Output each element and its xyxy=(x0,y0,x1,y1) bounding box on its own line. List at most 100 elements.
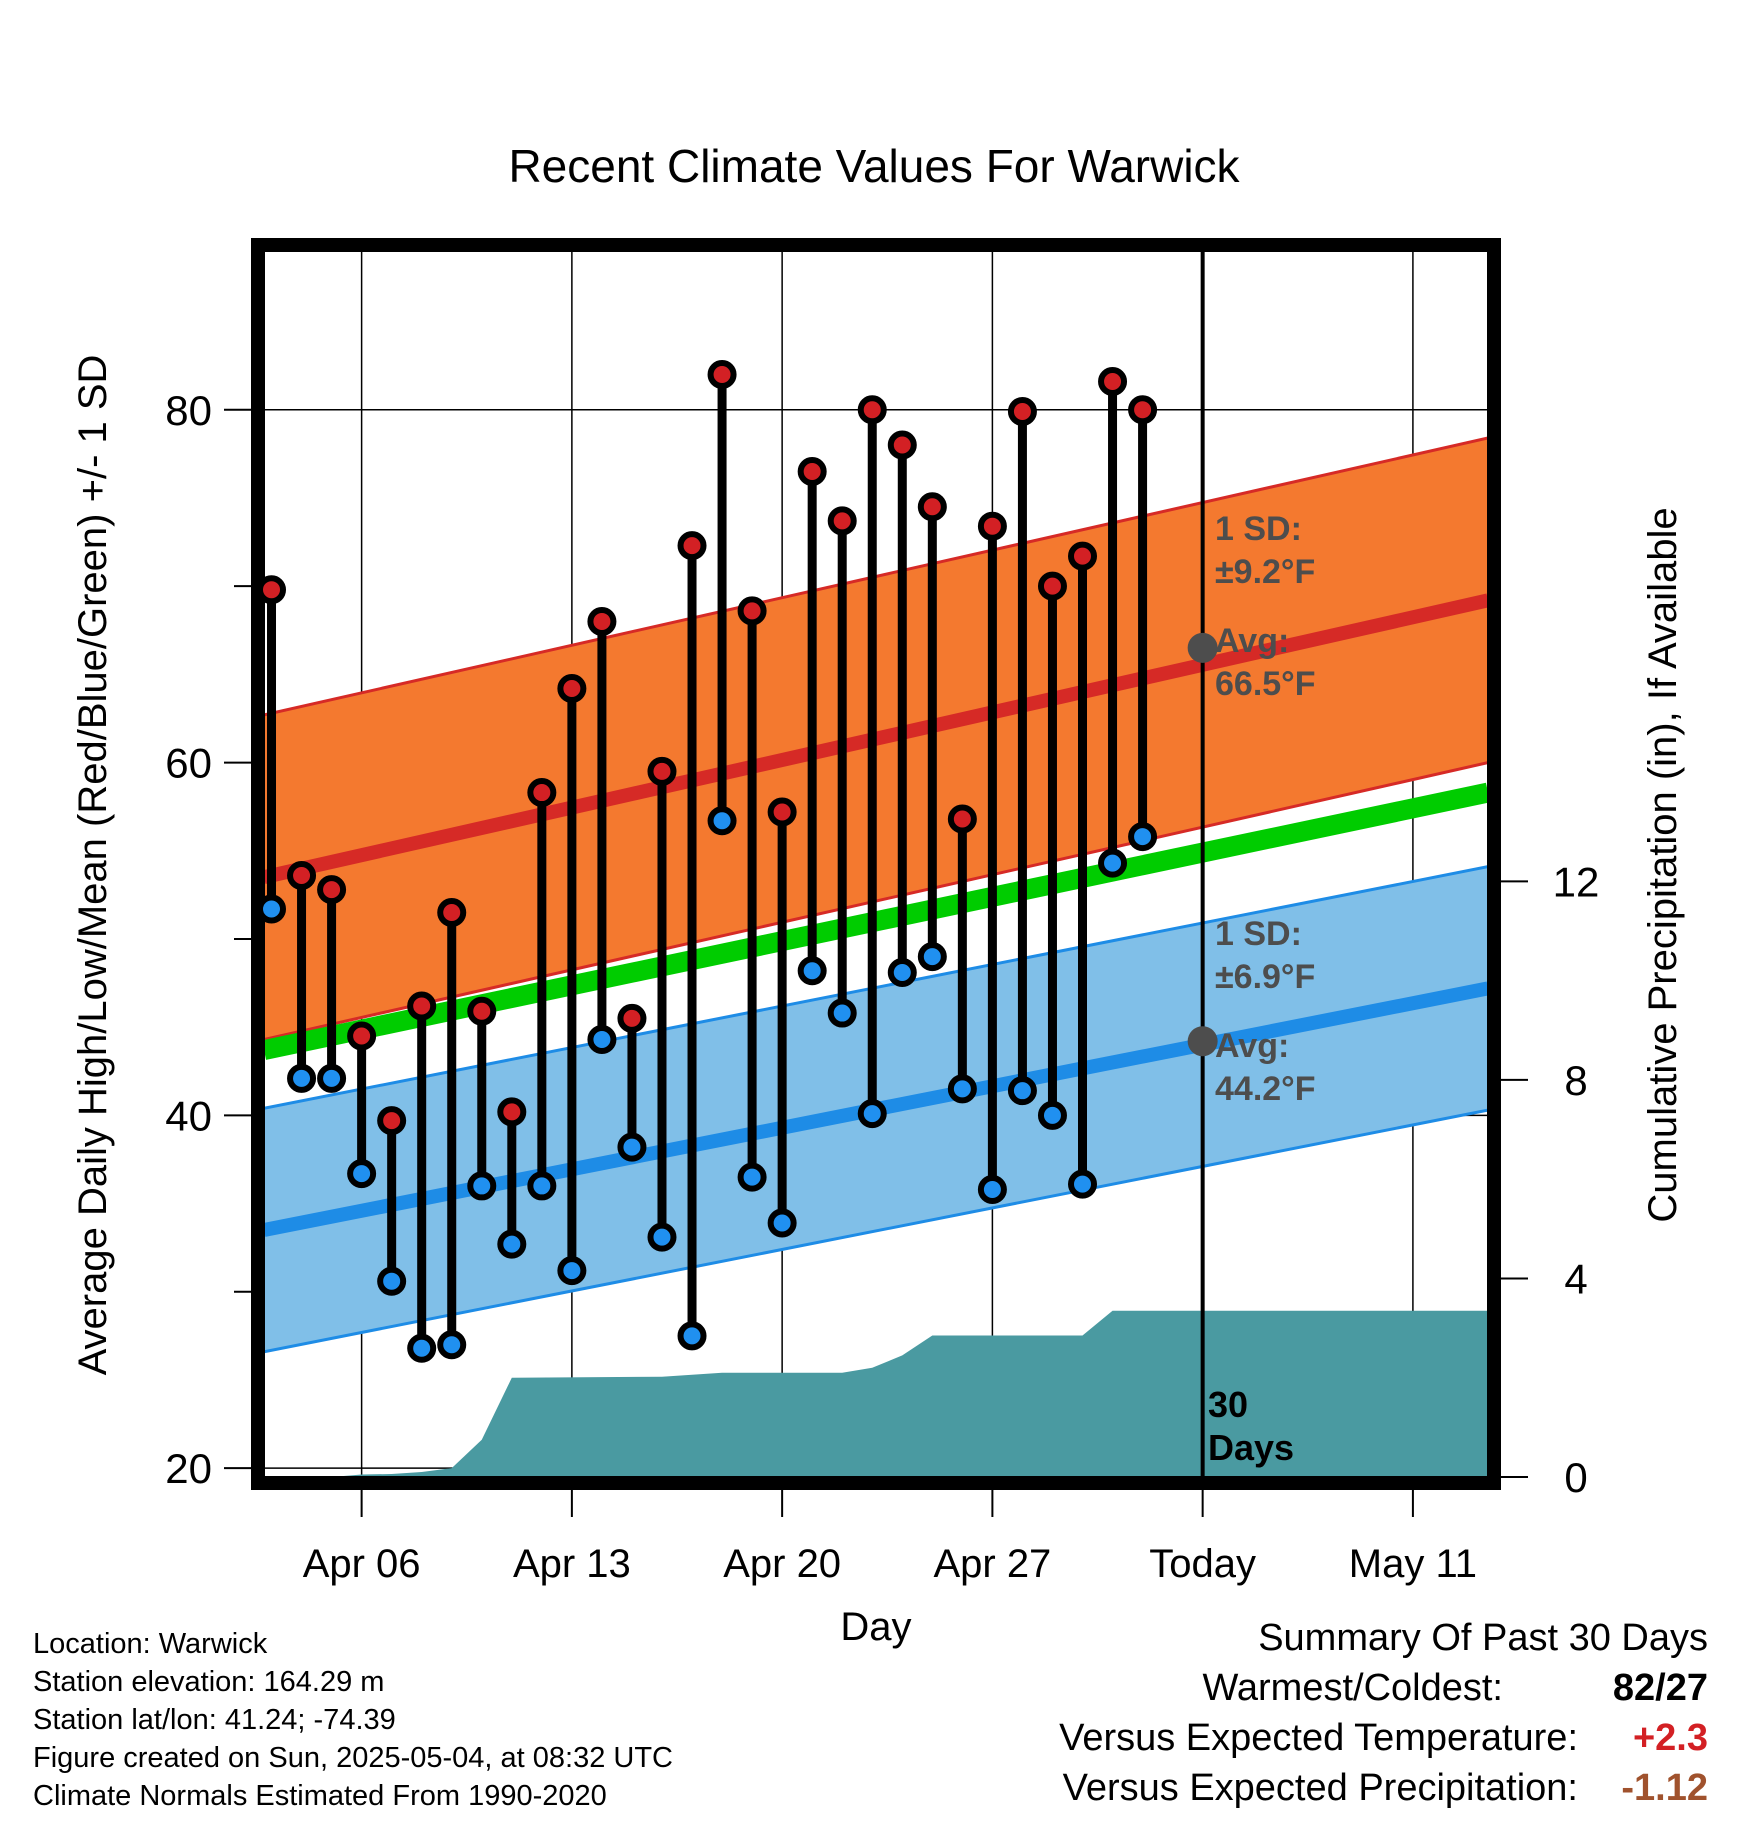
high-sd-label: 1 SD: xyxy=(1215,510,1302,548)
high-point xyxy=(557,673,587,703)
annotations: 1 SD: ±9.2°F Avg: 66.5°F 1 SD: ±6.9°F Av… xyxy=(1208,510,1316,1468)
low-point xyxy=(1068,1169,1098,1199)
precip-diff-label: Versus Expected Precipitation: xyxy=(1062,1767,1578,1809)
low-point xyxy=(827,998,857,1028)
chart-title: Recent Climate Values For Warwick xyxy=(508,140,1240,192)
low-point xyxy=(347,1159,377,1189)
warm-cold-label: Warmest/Coldest: xyxy=(1202,1667,1503,1709)
x-tick-label: Apr 27 xyxy=(933,1542,1051,1586)
high-point xyxy=(377,1106,407,1136)
days-label: Days xyxy=(1208,1427,1294,1468)
low-avg-value: 44.2°F xyxy=(1215,1070,1316,1108)
y-axis-label-left: Average Daily High/Low/Mean (Red/Blue/Gr… xyxy=(71,355,115,1376)
low-point xyxy=(587,1025,617,1055)
high-point xyxy=(1068,541,1098,571)
low-point xyxy=(257,894,287,924)
right-tick-label: 4 xyxy=(1564,1255,1587,1302)
high-point xyxy=(287,860,317,890)
high-point xyxy=(347,1021,377,1051)
high-avg-label: Avg: xyxy=(1215,622,1289,660)
precip-layer xyxy=(264,1310,1488,1477)
summary-temp: Versus Expected Temperature: +2.3 xyxy=(1059,1717,1708,1767)
low-sd-value: ±6.9°F xyxy=(1215,958,1315,996)
low-point xyxy=(617,1132,647,1162)
low-point xyxy=(677,1321,707,1351)
high-point xyxy=(797,457,827,487)
today-low-avg-dot xyxy=(1187,1026,1218,1057)
x-tick-label: Apr 06 xyxy=(303,1542,421,1586)
low-point xyxy=(767,1208,797,1238)
summary-panel: Summary Of Past 30 Days Warmest/Coldest:… xyxy=(1059,1617,1708,1817)
left-tick-label: 20 xyxy=(165,1445,212,1492)
y-axis-label-right: Cumulative Precipitation (in), If Availa… xyxy=(1641,507,1685,1222)
info-elevation: Station elevation: 164.29 m xyxy=(33,1666,385,1698)
left-tick-label: 40 xyxy=(165,1092,212,1139)
temp-diff-value: +2.3 xyxy=(1632,1717,1708,1759)
low-band-lower xyxy=(264,1108,1488,1354)
low-point xyxy=(977,1174,1007,1204)
low-point xyxy=(1007,1076,1037,1106)
low-point xyxy=(1128,822,1158,852)
low-point xyxy=(287,1063,317,1093)
right-tick-label: 0 xyxy=(1564,1454,1587,1501)
low-point xyxy=(557,1256,587,1286)
low-point xyxy=(797,956,827,986)
low-point xyxy=(437,1330,467,1360)
high-point xyxy=(617,1003,647,1033)
low-point xyxy=(647,1222,677,1252)
info-normals: Climate Normals Estimated From 1990-2020 xyxy=(33,1780,607,1812)
axes: 20 40 60 80 0 4 8 12 Apr 06 Apr 13 Apr 20 Apr 27 Tod… xyxy=(165,387,1599,1586)
high-point xyxy=(677,531,707,561)
precip-area xyxy=(264,1310,1488,1477)
low-point xyxy=(737,1162,767,1192)
high-point xyxy=(467,996,497,1026)
high-point xyxy=(827,506,857,536)
summary-heading: Summary Of Past 30 Days xyxy=(1258,1617,1708,1659)
right-tick-label: 12 xyxy=(1553,858,1600,905)
x-tick-label: Today xyxy=(1149,1542,1256,1586)
high-point xyxy=(497,1097,527,1127)
low-point xyxy=(467,1171,497,1201)
low-point xyxy=(887,957,917,987)
high-point xyxy=(587,606,617,636)
low-point xyxy=(857,1099,887,1129)
days-count: 30 xyxy=(1208,1384,1248,1425)
high-sd-value: ±9.2°F xyxy=(1215,553,1315,591)
low-point xyxy=(1037,1100,1067,1130)
station-info: Location: Warwick Station elevation: 164… xyxy=(33,1625,673,1815)
today-high-avg-dot xyxy=(1187,632,1218,663)
precip-diff-value: -1.12 xyxy=(1621,1767,1708,1809)
summary-precip: Versus Expected Precipitation: -1.12 xyxy=(1059,1767,1708,1817)
left-tick-label: 60 xyxy=(165,740,212,787)
low-avg-label: Avg: xyxy=(1215,1027,1289,1065)
info-location: Location: Warwick xyxy=(33,1628,268,1660)
low-point xyxy=(377,1266,407,1296)
high-point xyxy=(1098,367,1128,397)
high-point xyxy=(437,898,467,928)
info-created: Figure created on Sun, 2025-05-04, at 08… xyxy=(33,1742,673,1774)
x-axis-label: Day xyxy=(840,1605,911,1649)
low-sd-label: 1 SD: xyxy=(1215,915,1302,953)
high-point xyxy=(737,596,767,626)
right-tick-label: 8 xyxy=(1564,1057,1587,1104)
temp-diff-label: Versus Expected Temperature: xyxy=(1059,1717,1578,1759)
frame-layer xyxy=(251,238,1501,1490)
low-point xyxy=(1098,848,1128,878)
low-point xyxy=(497,1229,527,1259)
low-point xyxy=(917,942,947,972)
high-point xyxy=(917,492,947,522)
high-point xyxy=(527,778,557,808)
high-point xyxy=(857,395,887,425)
high-point xyxy=(707,359,737,389)
x-tick-label: Apr 13 xyxy=(513,1542,631,1586)
high-point xyxy=(647,756,677,786)
high-point xyxy=(767,797,797,827)
low-point xyxy=(947,1074,977,1104)
high-point xyxy=(947,804,977,834)
high-point xyxy=(407,991,437,1021)
daily-stems xyxy=(257,359,1158,1363)
left-tick-label: 80 xyxy=(165,387,212,434)
low-point xyxy=(707,806,737,836)
low-point xyxy=(527,1171,557,1201)
x-tick-label: Apr 20 xyxy=(723,1542,841,1586)
